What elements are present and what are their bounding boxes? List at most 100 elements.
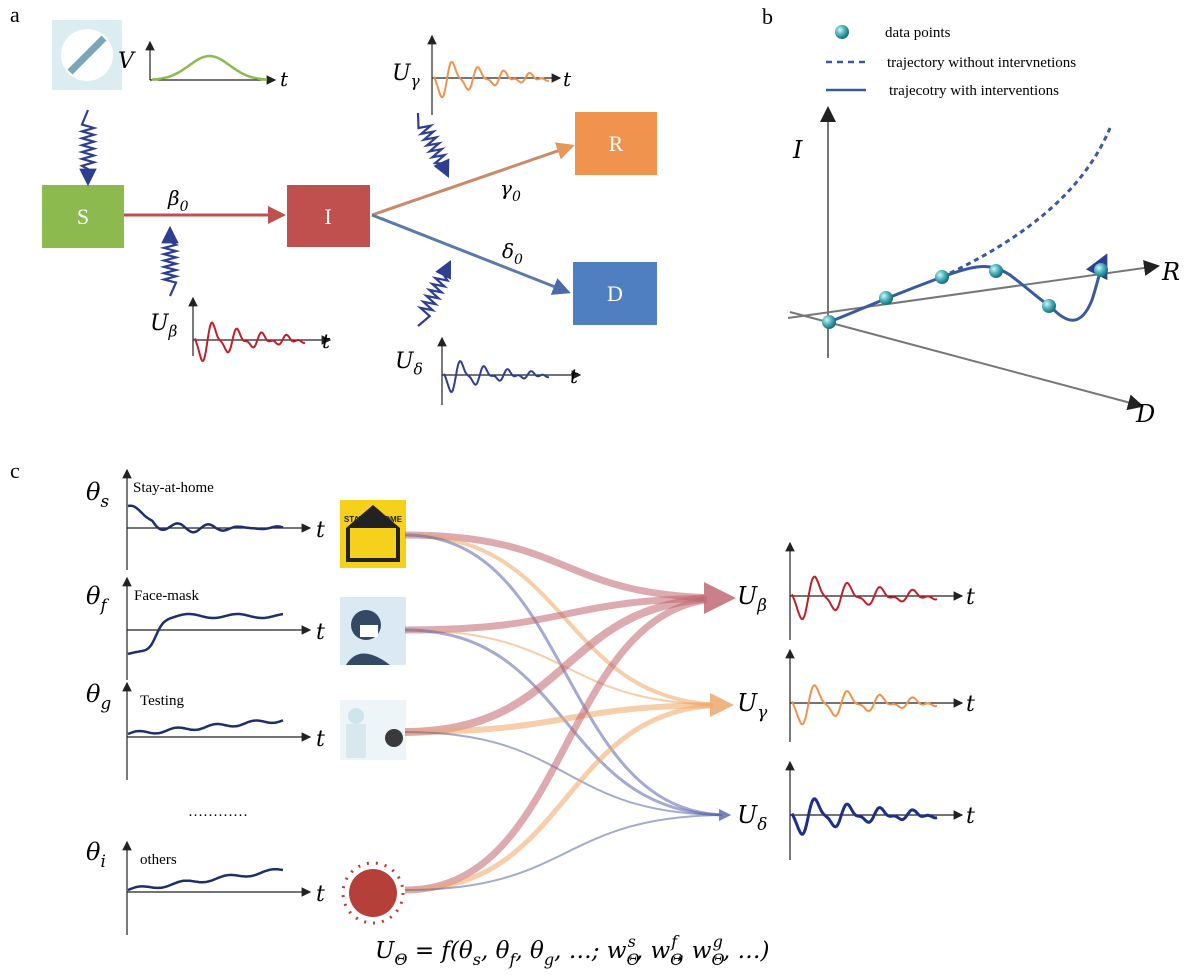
input-symbol: θs bbox=[86, 478, 109, 511]
influence-flow bbox=[405, 535, 728, 705]
input-symbol: θg bbox=[86, 680, 111, 713]
rate-gamma: γ0 bbox=[500, 176, 521, 205]
data-point bbox=[1094, 263, 1108, 277]
rate-beta-sub: 0 bbox=[180, 199, 189, 215]
legend-text: trajecotry with interventions bbox=[889, 83, 1059, 99]
doctor bbox=[348, 708, 364, 724]
panel-label: c bbox=[10, 458, 20, 483]
time-label: t bbox=[316, 620, 325, 645]
control-symbol: Uβ bbox=[150, 311, 178, 341]
time-label: t bbox=[966, 804, 975, 829]
formula-part: U bbox=[375, 938, 396, 964]
house-inner bbox=[350, 528, 396, 558]
output-symbol-sub: γ bbox=[757, 702, 768, 722]
time-label: t bbox=[316, 518, 325, 543]
formula-part: = f(θ bbox=[408, 938, 473, 964]
panel-c-icons bbox=[340, 500, 406, 923]
output-symbol-sub: δ bbox=[757, 814, 767, 834]
axis-d bbox=[790, 312, 1142, 406]
formula-part: s bbox=[473, 950, 481, 969]
signal-curve bbox=[792, 799, 937, 834]
control-symbol-base: U bbox=[392, 61, 412, 86]
signal-curve bbox=[792, 577, 937, 619]
influence-flow bbox=[405, 630, 728, 815]
data-point bbox=[879, 291, 893, 305]
output-symbol: Uδ bbox=[737, 801, 767, 834]
input-symbol-base: θ bbox=[86, 680, 101, 708]
legend-text: data points bbox=[885, 25, 951, 41]
panel-label: b bbox=[762, 4, 773, 29]
input-name: Testing bbox=[140, 693, 184, 709]
vaccine-symbol: V bbox=[118, 49, 136, 74]
signal-curve bbox=[128, 614, 283, 654]
time-label: t bbox=[322, 329, 331, 353]
virus-icon bbox=[349, 869, 397, 917]
flow-i-r bbox=[372, 146, 572, 215]
rate-delta-base: δ bbox=[502, 239, 514, 263]
input-symbol: θi bbox=[86, 838, 106, 871]
data-point bbox=[935, 270, 949, 284]
rate-gamma-sub: 0 bbox=[512, 189, 521, 205]
legend-text: trajectory without intervnetions bbox=[887, 55, 1076, 71]
control-arrow bbox=[164, 228, 176, 296]
signal-curve bbox=[195, 323, 305, 361]
axis-label: I bbox=[792, 136, 803, 164]
signal-curve bbox=[792, 685, 937, 724]
input-name: others bbox=[140, 852, 177, 868]
control-arrow bbox=[418, 113, 448, 176]
icon-text: STAY AT HOME bbox=[344, 515, 403, 524]
control-symbol-base: U bbox=[395, 349, 415, 374]
compartment-label: R bbox=[609, 131, 624, 156]
ellipsis: ………… bbox=[188, 804, 248, 820]
compartment-label: S bbox=[77, 204, 89, 229]
control-symbol: Uγ bbox=[392, 61, 421, 91]
figure: aVtSIRDβ0γ0δ0UγtUβtUδtbdata pointstrajec… bbox=[0, 0, 1184, 976]
control-symbol-sub: γ bbox=[411, 73, 421, 91]
signal-curve bbox=[152, 56, 267, 80]
control-arrow bbox=[418, 262, 450, 326]
formula-part: , w bbox=[636, 938, 671, 964]
data-point bbox=[1042, 299, 1056, 313]
time-label: t bbox=[966, 692, 975, 717]
patient bbox=[385, 729, 403, 747]
signal-curve bbox=[444, 361, 549, 392]
compartment-label: I bbox=[324, 204, 331, 229]
output-symbol-base: U bbox=[737, 801, 758, 829]
rate-delta: δ0 bbox=[502, 239, 523, 268]
input-name: Face-mask bbox=[134, 588, 199, 604]
output-symbol: Uβ bbox=[737, 582, 767, 615]
control-symbol-sub: β bbox=[168, 323, 178, 341]
control-symbol: Uδ bbox=[395, 349, 423, 379]
doctor-body bbox=[346, 724, 366, 758]
control-symbol-sub: δ bbox=[414, 361, 423, 379]
control-symbol-base: U bbox=[150, 311, 170, 336]
input-symbol-base: θ bbox=[86, 582, 101, 610]
signal-curve bbox=[434, 62, 549, 97]
formula-part: , θ bbox=[515, 938, 544, 964]
rate-gamma-base: γ bbox=[500, 176, 512, 200]
time-label: t bbox=[316, 882, 325, 907]
influence-flow bbox=[405, 598, 728, 890]
time-label: t bbox=[316, 727, 325, 752]
input-symbol: θf bbox=[86, 582, 109, 615]
time-label: t bbox=[570, 364, 579, 388]
time-label: t bbox=[280, 67, 289, 91]
output-symbol-base: U bbox=[737, 689, 758, 717]
signal-curve bbox=[128, 869, 283, 890]
compartment-label: D bbox=[607, 281, 623, 306]
formula-part: s bbox=[628, 932, 636, 951]
formula-part: , w bbox=[677, 938, 712, 964]
panel-a-shapes bbox=[42, 20, 657, 325]
axis-label: R bbox=[1161, 258, 1180, 286]
rate-beta-base: β bbox=[167, 186, 180, 210]
rate-delta-sub: 0 bbox=[514, 252, 523, 268]
mask bbox=[360, 625, 378, 637]
time-label: t bbox=[966, 585, 975, 610]
input-symbol-sub: s bbox=[100, 491, 109, 511]
legend-marker bbox=[835, 25, 849, 39]
input-symbol-sub: i bbox=[100, 851, 105, 871]
panel-label: a bbox=[10, 2, 20, 27]
output-symbol: Uγ bbox=[737, 689, 768, 722]
input-symbol-sub: f bbox=[98, 595, 109, 615]
input-symbol-base: θ bbox=[86, 478, 101, 506]
